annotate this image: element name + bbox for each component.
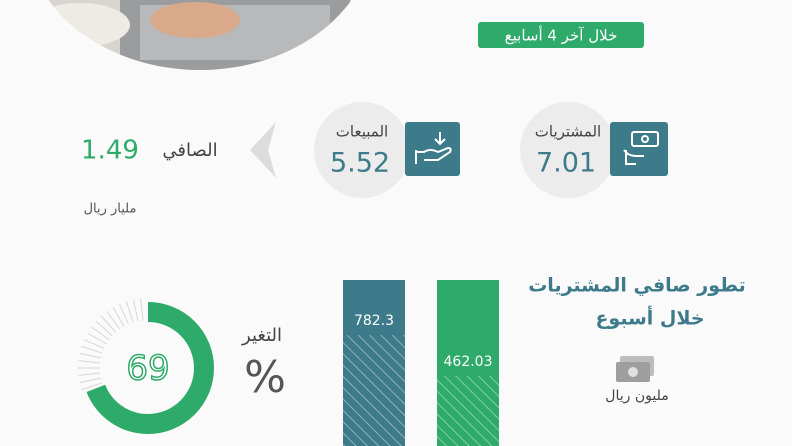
donut-tick — [87, 332, 107, 345]
purchase-icon — [623, 131, 659, 165]
purchases-label: المشتريات — [535, 123, 601, 141]
bars: 782.3 462.03 — [343, 280, 499, 446]
net-value: 1.49 — [81, 136, 139, 166]
bar-value: 462.03 — [444, 354, 493, 370]
change-label: التغير — [241, 325, 282, 346]
donut-tick — [83, 339, 105, 349]
donut-tick — [125, 301, 134, 323]
donut-tick — [78, 360, 101, 364]
donut-tick — [79, 377, 102, 384]
donut-tick — [81, 382, 103, 391]
net-unit: مليار ريال — [84, 202, 137, 217]
icon-box — [610, 122, 668, 176]
donut-tick — [119, 303, 129, 325]
donut-tick — [78, 372, 101, 376]
sales-label: المبيعات — [336, 123, 388, 141]
donut-tick — [132, 299, 139, 322]
donut-arc — [82, 302, 214, 434]
donut-tick — [95, 320, 113, 337]
chevron — [250, 122, 276, 178]
bar-hatch — [437, 376, 499, 446]
weekly-subtitle: خلال أسبوع — [595, 306, 704, 330]
weekly-unit: مليون ريال — [605, 388, 668, 404]
sales-value: 5.52 — [330, 148, 390, 179]
weekly-title: تطور صافي المشتريات — [528, 275, 746, 297]
period: خلال آخر 4 أسابيع — [505, 26, 618, 45]
card-bg — [314, 102, 410, 198]
donut-tick — [100, 315, 117, 333]
net-label: الصافي — [162, 140, 217, 161]
change-symbol: % — [244, 352, 286, 403]
card-bg — [520, 102, 616, 198]
donut-tick — [106, 311, 121, 330]
donut-tick — [112, 307, 125, 327]
bar-hatch — [343, 335, 405, 446]
period-badge — [478, 22, 644, 48]
donut: 69 — [78, 298, 214, 434]
sales-icon — [415, 132, 452, 164]
donut-tick — [91, 326, 110, 341]
donut-tick — [81, 345, 103, 354]
donut-tick — [79, 352, 102, 359]
bar-value: 782.3 — [354, 313, 394, 329]
icon-box — [405, 122, 460, 176]
purchases-value: 7.01 — [536, 148, 596, 179]
donut-value: 69 — [126, 349, 169, 389]
donut-tick — [140, 298, 144, 321]
money-icon — [616, 356, 654, 382]
